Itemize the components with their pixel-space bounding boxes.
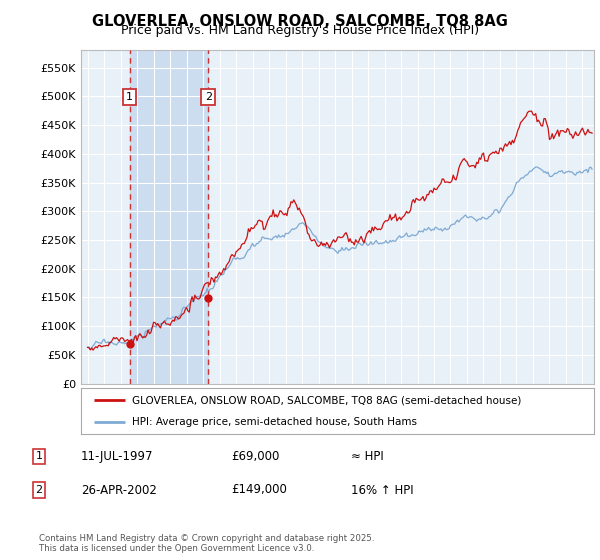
Text: 26-APR-2002: 26-APR-2002 <box>81 483 157 497</box>
Text: GLOVERLEA, ONSLOW ROAD, SALCOMBE, TQ8 8AG: GLOVERLEA, ONSLOW ROAD, SALCOMBE, TQ8 8A… <box>92 14 508 29</box>
Text: 16% ↑ HPI: 16% ↑ HPI <box>351 483 413 497</box>
Text: 2: 2 <box>35 485 43 495</box>
Text: HPI: Average price, semi-detached house, South Hams: HPI: Average price, semi-detached house,… <box>133 417 418 427</box>
Text: 1: 1 <box>35 451 43 461</box>
Text: £149,000: £149,000 <box>231 483 287 497</box>
Text: 2: 2 <box>205 92 212 102</box>
Text: 1: 1 <box>126 92 133 102</box>
Text: Contains HM Land Registry data © Crown copyright and database right 2025.
This d: Contains HM Land Registry data © Crown c… <box>39 534 374 553</box>
Text: ≈ HPI: ≈ HPI <box>351 450 384 463</box>
Text: Price paid vs. HM Land Registry's House Price Index (HPI): Price paid vs. HM Land Registry's House … <box>121 24 479 37</box>
Text: £69,000: £69,000 <box>231 450 280 463</box>
Text: GLOVERLEA, ONSLOW ROAD, SALCOMBE, TQ8 8AG (semi-detached house): GLOVERLEA, ONSLOW ROAD, SALCOMBE, TQ8 8A… <box>133 395 521 405</box>
Text: 11-JUL-1997: 11-JUL-1997 <box>81 450 154 463</box>
Bar <box>130 50 208 384</box>
